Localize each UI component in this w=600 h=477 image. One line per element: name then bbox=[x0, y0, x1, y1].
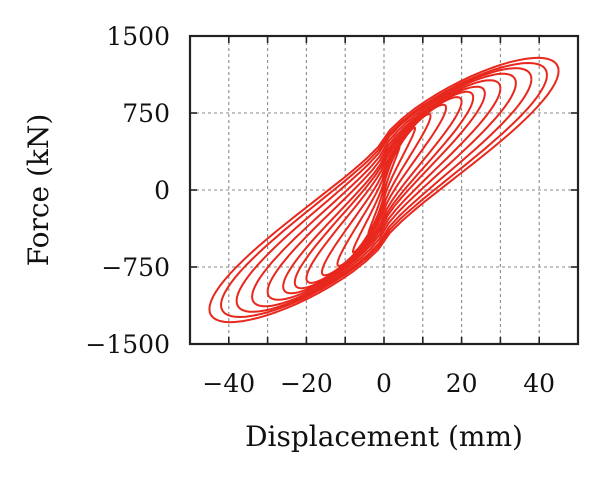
x-tick-label: 40 bbox=[523, 369, 555, 398]
hysteresis-loop bbox=[352, 126, 416, 254]
y-tick-label: −1500 bbox=[85, 330, 170, 359]
y-tick-label: 0 bbox=[154, 176, 170, 205]
y-axis-label: Force (kN) bbox=[22, 114, 55, 267]
x-tick-label: −20 bbox=[280, 369, 333, 398]
x-tick-label: 20 bbox=[446, 369, 478, 398]
y-tick-label: 1500 bbox=[106, 22, 170, 51]
y-tick-label: 750 bbox=[122, 99, 170, 128]
hysteresis-loop bbox=[282, 85, 486, 295]
hysteresis-loop bbox=[251, 72, 517, 308]
hysteresis-loop bbox=[235, 67, 533, 313]
x-tick-label: 0 bbox=[376, 369, 392, 398]
hysteresis-loop bbox=[266, 79, 502, 301]
hysteresis-loop bbox=[220, 62, 548, 318]
x-tick-label: −40 bbox=[202, 369, 255, 398]
x-axis-label: Displacement (mm) bbox=[245, 420, 523, 453]
hysteresis-loop bbox=[305, 96, 463, 284]
y-tick-labels: 1500 750 0 −750 −1500 bbox=[85, 22, 170, 359]
y-tick-label: −750 bbox=[101, 253, 170, 282]
hysteresis-loop bbox=[208, 56, 560, 324]
x-tick-labels: −40 −20 0 20 40 bbox=[202, 369, 555, 398]
axis-ticks bbox=[189, 35, 579, 345]
hysteresis-loops bbox=[208, 56, 560, 324]
